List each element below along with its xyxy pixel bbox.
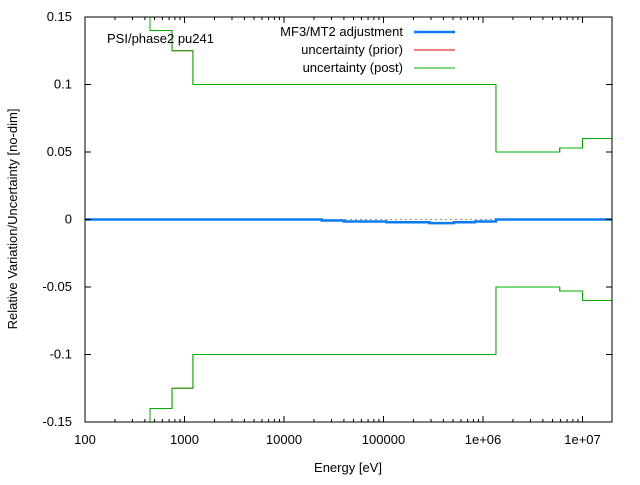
y-tick-label: -0.15: [42, 414, 72, 429]
x-tick-label: 1e+07: [564, 432, 601, 447]
y-tick-label: 0.05: [47, 144, 72, 159]
series-uncertainty-prior-lower: [149, 286, 612, 422]
x-tick-label: 100000: [362, 432, 405, 447]
legend-label: uncertainty (post): [303, 60, 403, 75]
legend-label: MF3/MT2 adjustment: [280, 24, 403, 39]
series-uncertainty-post-lower: [149, 286, 612, 422]
series-uncertainty-post-upper: [149, 17, 612, 153]
y-tick-label: 0.15: [47, 9, 72, 24]
y-axis-label: Relative Variation/Uncertainty [no-dim]: [5, 109, 20, 330]
y-tick-label: -0.1: [50, 347, 72, 362]
annotation: PSI/phase2 pu241: [107, 31, 214, 46]
legend-label: uncertainty (prior): [301, 42, 403, 57]
series-mf3-mt2-adjustment: [85, 218, 612, 225]
x-tick-label: 1000: [170, 432, 199, 447]
series-uncertainty-prior-upper: [149, 17, 612, 153]
x-axis-label: Energy [eV]: [314, 460, 382, 475]
x-tick-label: 1e+06: [465, 432, 502, 447]
x-tick-label: 10000: [266, 432, 302, 447]
y-tick-label: 0.1: [54, 77, 72, 92]
y-tick-label: 0: [65, 212, 72, 227]
x-tick-label: 100: [74, 432, 96, 447]
legend: MF3/MT2 adjustment uncertainty (prior) unc…: [280, 24, 455, 75]
y-tick-label: -0.05: [42, 279, 72, 294]
